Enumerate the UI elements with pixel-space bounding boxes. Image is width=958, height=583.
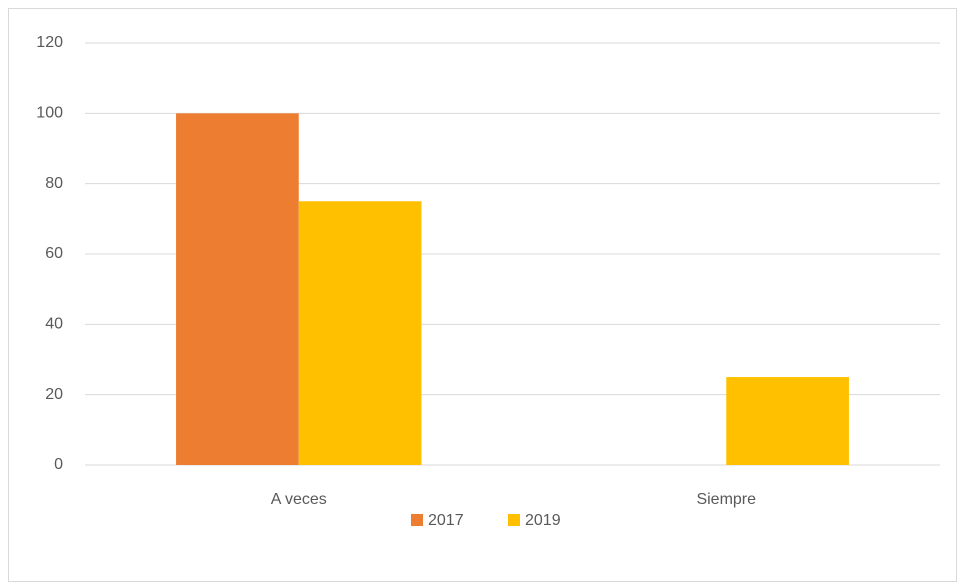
y-tick-label: 120 (36, 34, 63, 51)
x-tick-label: A veces (271, 491, 327, 508)
y-tick-label: 100 (36, 105, 63, 122)
y-tick-label: 40 (45, 316, 63, 333)
legend-label: 2017 (428, 512, 464, 529)
x-tick-label: Siempre (696, 491, 756, 508)
legend-swatch (411, 514, 423, 526)
bar (176, 113, 299, 465)
y-tick-label: 20 (45, 386, 63, 403)
legend-swatch (508, 514, 520, 526)
bar (298, 201, 422, 465)
y-tick-label: 0 (54, 456, 63, 473)
legend-label: 2019 (525, 512, 561, 529)
y-tick-label: 60 (45, 245, 63, 262)
chart-border (8, 8, 957, 582)
bar (726, 377, 849, 465)
y-tick-label: 80 (45, 175, 63, 192)
